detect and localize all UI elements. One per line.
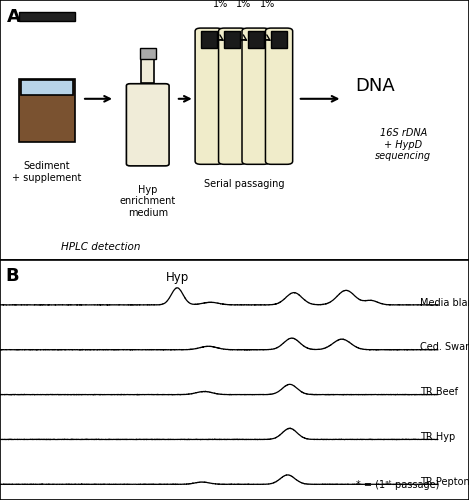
FancyBboxPatch shape xyxy=(19,12,75,20)
Text: B: B xyxy=(6,267,19,285)
Text: * = (1ᵃᵗ passage): * = (1ᵃᵗ passage) xyxy=(356,480,440,490)
Text: 1%: 1% xyxy=(213,0,228,9)
Text: Media blank: Media blank xyxy=(420,298,469,308)
Text: Sediment
+ supplement: Sediment + supplement xyxy=(12,161,82,183)
Text: HPLC detection: HPLC detection xyxy=(61,242,141,252)
FancyBboxPatch shape xyxy=(265,28,293,164)
Text: 16S rDNA
+ HypD
sequencing: 16S rDNA + HypD sequencing xyxy=(375,128,431,161)
Text: Serial passaging: Serial passaging xyxy=(204,180,284,190)
Text: Hyp
enrichment
medium: Hyp enrichment medium xyxy=(120,184,176,218)
FancyBboxPatch shape xyxy=(248,31,264,48)
Text: 1%: 1% xyxy=(236,0,251,9)
Text: TR Peptone: TR Peptone xyxy=(420,477,469,487)
FancyBboxPatch shape xyxy=(195,28,222,164)
Text: Hyp: Hyp xyxy=(166,271,189,284)
Text: Ced. Swamp *: Ced. Swamp * xyxy=(420,342,469,352)
Text: DNA: DNA xyxy=(356,78,395,96)
Text: TR Hyp: TR Hyp xyxy=(420,432,455,442)
FancyBboxPatch shape xyxy=(140,48,156,58)
Text: A: A xyxy=(7,8,21,26)
Text: 1%: 1% xyxy=(260,0,275,9)
Bar xyxy=(0,260,469,500)
FancyBboxPatch shape xyxy=(224,31,240,48)
FancyBboxPatch shape xyxy=(219,28,246,164)
FancyBboxPatch shape xyxy=(201,31,217,48)
FancyBboxPatch shape xyxy=(19,79,75,142)
FancyBboxPatch shape xyxy=(271,31,287,48)
FancyBboxPatch shape xyxy=(21,80,73,96)
FancyBboxPatch shape xyxy=(127,84,169,166)
FancyBboxPatch shape xyxy=(141,52,154,83)
Text: TR Beef: TR Beef xyxy=(420,388,458,398)
FancyBboxPatch shape xyxy=(242,28,269,164)
